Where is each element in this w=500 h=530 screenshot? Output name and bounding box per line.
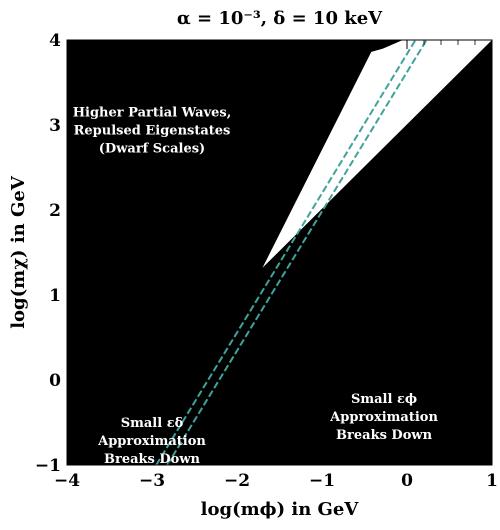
x-tick-label: −1: [309, 471, 335, 491]
x-tick-label: −3: [139, 471, 165, 491]
y-tick-label: 0: [49, 371, 61, 391]
annotation-line: Approximation: [329, 410, 438, 425]
plot-area: [67, 40, 492, 465]
boundary-line-1: [155, 40, 417, 465]
annotation-line: (Dwarf Scales): [99, 142, 205, 157]
plot-frame: [66, 39, 493, 466]
allowed-region: [262, 40, 492, 268]
annotation-line: Small εδ: [121, 416, 184, 431]
annotation-3: Small εϕ Approximation Breaks Down: [329, 392, 438, 443]
title-layer: α = 10⁻³, δ = 10 keV: [177, 8, 383, 29]
annotation-line: Breaks Down: [336, 428, 433, 443]
x-tick-label: 0: [401, 471, 413, 491]
annotation-line: Breaks Down: [104, 452, 201, 467]
y-axis-title: log(mχ) in GeV: [8, 175, 29, 329]
axes: −4 −3 −2 −1 0 1 −1 0 1 2 3 4 log(mϕ) in GeV log(mχ) i…: [8, 31, 498, 520]
excluded-region: [67, 40, 492, 465]
annotation-2: Small εδ Approximation Breaks Down: [97, 416, 206, 467]
annotation-line: Approximation: [97, 434, 206, 449]
annotation-line: Higher Partial Waves,: [73, 106, 232, 121]
x-axis-title: log(mϕ) in GeV: [201, 499, 360, 520]
boundary-line-2: [166, 40, 428, 465]
y-tick-label: 2: [49, 201, 61, 221]
y-tick-label: 3: [49, 116, 61, 136]
annotations: Higher Partial Waves, Repulsed Eigenstate…: [73, 106, 439, 467]
x-tick-label: −4: [54, 471, 80, 491]
x-tick-label: −2: [224, 471, 250, 491]
y-tick-label: 4: [49, 31, 61, 51]
chart-title: α = 10⁻³, δ = 10 keV: [177, 8, 383, 29]
annotation-1: Higher Partial Waves, Repulsed Eigenstate…: [73, 106, 232, 157]
y-tick-label: −1: [35, 456, 61, 476]
annotation-line: Repulsed Eigenstates: [74, 124, 231, 139]
y-tick-label: 1: [49, 286, 61, 306]
x-tick-label: 1: [486, 471, 498, 491]
annotation-line: Small εϕ: [351, 392, 417, 407]
